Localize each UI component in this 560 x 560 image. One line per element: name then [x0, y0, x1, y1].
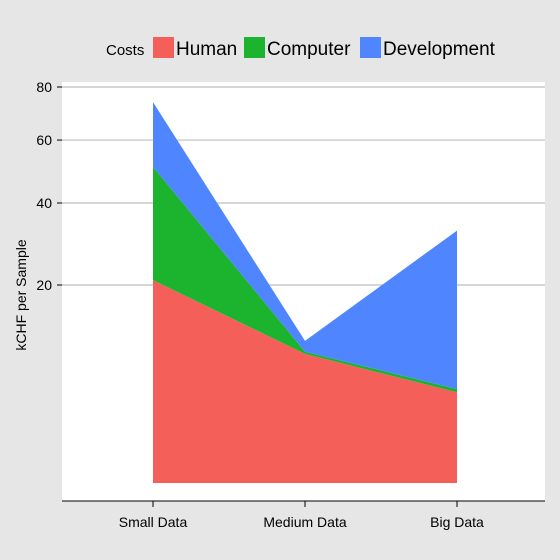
y-axis-ticks: 20 40 60 80 [36, 79, 62, 293]
legend-swatch [244, 37, 265, 58]
area-development [153, 102, 457, 390]
y-axis-title: kCHF per Sample [13, 239, 29, 350]
y-tick-label: 80 [36, 79, 52, 95]
y-tick-label: 20 [36, 277, 52, 293]
y-tick-label: 60 [36, 132, 52, 148]
x-axis-ticks: Small Data Medium Data Big Data [119, 501, 484, 530]
legend-swatch [153, 37, 174, 58]
area-series [153, 102, 457, 483]
legend-label: Computer [267, 39, 351, 60]
legend-label: Human [176, 39, 237, 60]
area-computer [153, 166, 457, 393]
x-tick-label: Small Data [119, 514, 188, 530]
legend-title: Costs [106, 42, 144, 59]
legend: Costs Human Computer Development [106, 37, 496, 60]
x-tick-label: Medium Data [263, 514, 346, 530]
y-tick-label: 40 [36, 195, 52, 211]
area-human [153, 280, 457, 483]
legend-label: Development [383, 39, 496, 60]
x-tick-label: Big Data [430, 514, 484, 530]
gridlines [62, 86, 545, 286]
legend-swatch [360, 37, 381, 58]
